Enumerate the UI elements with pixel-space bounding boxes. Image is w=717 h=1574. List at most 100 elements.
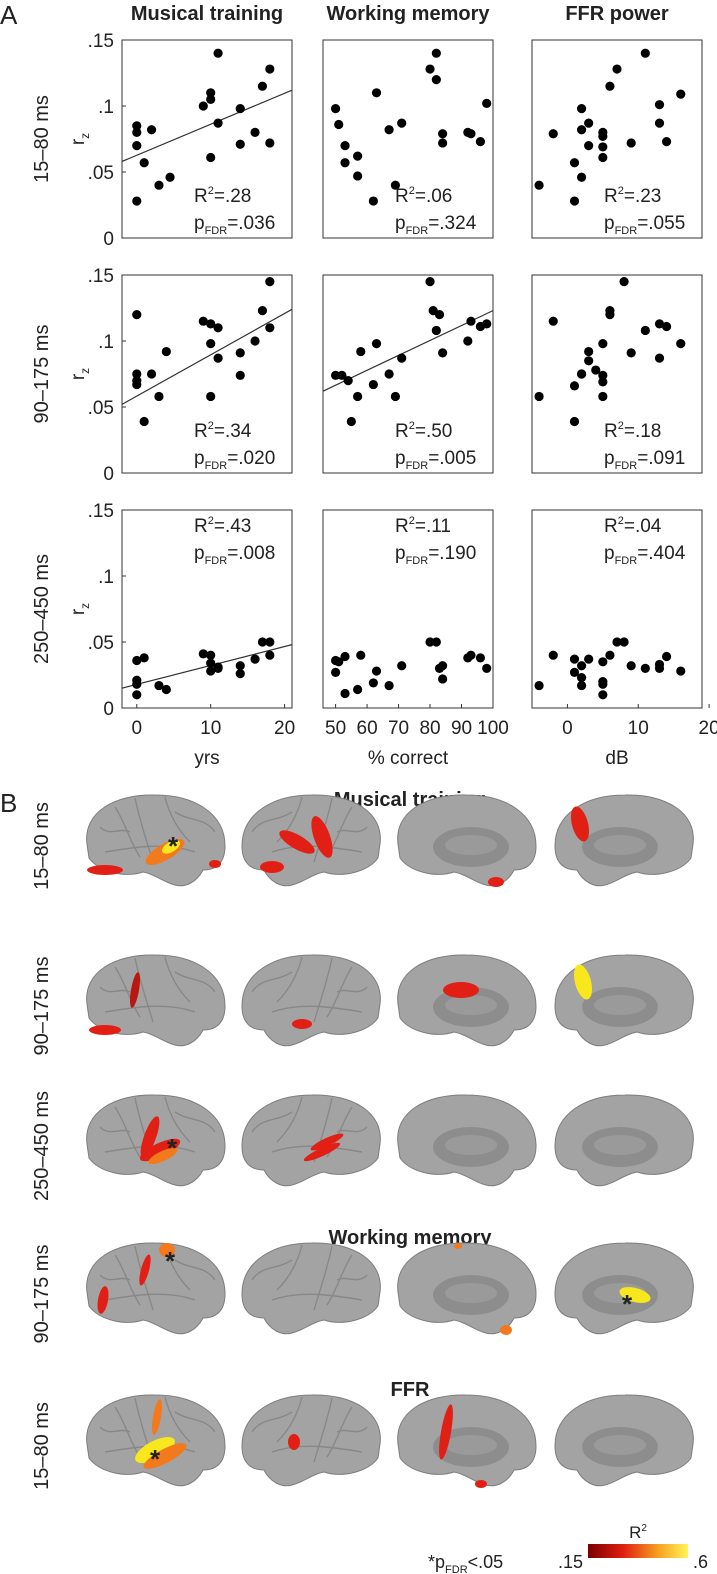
y-axis-label-sub: z	[78, 133, 92, 139]
p-value-text: =.404	[637, 543, 686, 564]
data-point	[250, 127, 260, 137]
brain-outline	[241, 794, 381, 887]
r-squared-value: =.23	[624, 186, 662, 207]
plot-frame	[322, 274, 494, 474]
corpus	[445, 1435, 497, 1455]
r-squared-value: =.06	[415, 186, 453, 207]
sulcus	[114, 1254, 141, 1306]
data-point	[438, 661, 448, 671]
p-subscript: FDR	[406, 460, 429, 472]
data-point	[676, 339, 686, 349]
y-tick-label: .1	[98, 332, 114, 353]
data-point	[257, 637, 268, 647]
data-point	[340, 688, 350, 699]
data-point	[334, 657, 344, 667]
data-point	[198, 101, 208, 111]
x-tick-label: 20	[274, 718, 295, 739]
brain	[554, 794, 694, 887]
activation	[570, 806, 590, 842]
activation	[443, 982, 479, 998]
activation	[573, 964, 593, 1000]
fit-line	[121, 308, 293, 405]
row-label: 250–450 ms	[31, 1091, 53, 1201]
colorbar-label-main: R	[629, 1523, 641, 1542]
column-title: FFR power	[565, 3, 669, 25]
data-point	[598, 690, 608, 700]
p-subscript: FDR	[205, 555, 228, 567]
y-axis-label: rz	[68, 133, 92, 145]
r-squared: R2=.34	[194, 420, 252, 442]
brain-outline	[241, 954, 381, 1047]
data-point	[431, 75, 441, 85]
row-label: 15–80 ms	[31, 802, 53, 890]
p-symbol: p	[395, 213, 406, 234]
sulcus	[104, 1293, 196, 1301]
data-point	[569, 196, 580, 206]
data-point	[132, 655, 142, 666]
data-point	[384, 369, 394, 379]
sulcus	[313, 957, 333, 1023]
scatter-plot: 50 60 70 80 90 100 % correct R2=.11 pFDR=.190	[322, 509, 509, 769]
p-symbol: p	[604, 213, 615, 234]
x-axis-label: yrs	[194, 748, 219, 769]
plot-frame	[322, 509, 494, 709]
column-title: Working memory	[327, 3, 491, 25]
brain	[397, 1394, 537, 1488]
panel-label: A	[0, 0, 18, 30]
data-point	[466, 129, 476, 139]
significance-marker: *	[150, 1444, 161, 1474]
legend-p-sub: FDR	[445, 1564, 468, 1574]
p-symbol: p	[194, 213, 205, 234]
y-tick-label: .15	[88, 501, 114, 522]
data-point	[584, 118, 594, 128]
y-tick-label: .05	[88, 633, 114, 654]
p-value-text: =.091	[637, 448, 685, 469]
sulcus	[251, 811, 293, 833]
data-point	[431, 637, 441, 647]
data-point	[397, 353, 407, 363]
sulcus	[271, 845, 363, 853]
sulcus	[114, 1106, 141, 1158]
activation	[260, 861, 284, 873]
data-point	[626, 661, 636, 671]
sulcus	[336, 826, 368, 833]
sulcus	[326, 966, 353, 1018]
data-point	[340, 141, 350, 151]
brain-outline	[241, 1094, 381, 1187]
data-point	[654, 319, 665, 329]
data-point	[265, 64, 275, 74]
x-axis-label: % correct	[368, 748, 449, 769]
significance-legend: *pFDR<.05	[428, 1552, 503, 1574]
activation	[161, 840, 181, 854]
data-point	[265, 650, 275, 660]
data-point	[482, 319, 492, 329]
data-point	[548, 650, 558, 660]
data-point	[265, 277, 275, 287]
y-axis-label-main: r	[68, 373, 89, 380]
plot-frame	[531, 509, 703, 709]
row-label: 90–175 ms	[31, 1245, 53, 1344]
activation	[148, 1147, 178, 1165]
data-point	[576, 369, 587, 379]
sulcus	[271, 1293, 363, 1301]
y-tick-label: 0	[103, 464, 114, 485]
scatter-plot: R2=.18 pFDR=.091	[531, 274, 703, 474]
data-point	[466, 650, 476, 660]
legend-p: p	[435, 1552, 445, 1572]
activation	[139, 1254, 151, 1286]
data-point	[340, 651, 350, 662]
data-point	[353, 151, 363, 161]
brain-outline	[241, 1242, 381, 1335]
p-value-text: =.020	[227, 448, 275, 469]
data-point	[353, 391, 363, 402]
activation	[209, 860, 221, 868]
sulcus	[276, 1244, 303, 1291]
y-tick-label: .1	[98, 97, 114, 118]
r-squared: R2=.43	[194, 515, 251, 537]
p-value-text: =.008	[227, 543, 275, 564]
activation	[439, 1404, 453, 1460]
colorbar	[588, 1544, 688, 1558]
corpus	[445, 835, 497, 855]
data-point	[265, 637, 275, 647]
x-tick-label: 70	[388, 718, 409, 739]
